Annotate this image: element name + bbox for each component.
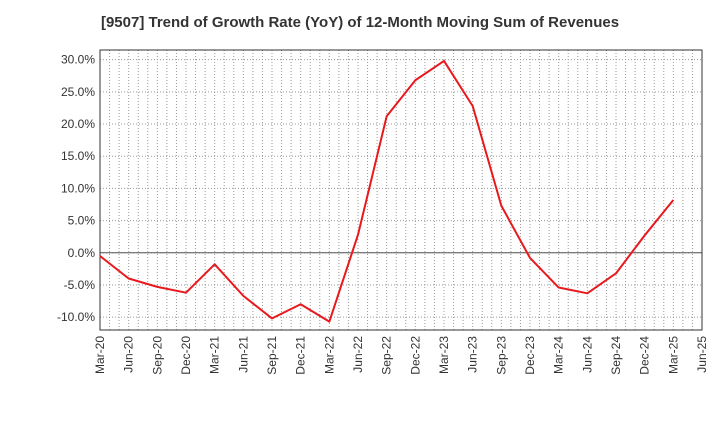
x-tick-label: Dec-20 [179,336,193,375]
x-tick-label: Sep-20 [150,336,164,375]
x-tick-label: Jun-23 [466,336,480,373]
x-tick-label: Jun-25 [695,336,709,373]
x-tick-label: Mar-23 [437,336,451,374]
y-tick-label: 25.0% [61,85,95,99]
x-tick-label: Mar-21 [208,336,222,374]
x-tick-label: Jun-24 [580,336,594,373]
y-tick-label: 0.0% [68,246,96,260]
x-tick-label: Sep-24 [609,336,623,375]
x-tick-label: Dec-22 [408,336,422,375]
x-tick-label: Sep-21 [265,336,279,375]
x-tick-label: Sep-23 [494,336,508,375]
y-tick-label: 30.0% [61,53,95,67]
y-tick-label: -5.0% [64,278,96,292]
plot-border [99,49,703,331]
y-tick-label: -10.0% [57,310,95,324]
x-tick-label: Jun-21 [236,336,250,373]
x-tick-label: Mar-24 [552,336,566,374]
x-tick-label: Mar-25 [666,336,680,374]
x-tick-label: Dec-21 [294,336,308,375]
x-tick-label: Sep-22 [380,336,394,375]
y-tick-label: 5.0% [68,214,96,228]
x-tick-label: Mar-20 [93,336,107,374]
x-tick-label: Jun-20 [122,336,136,373]
x-tick-label: Dec-23 [523,336,537,375]
y-tick-label: 20.0% [61,117,95,131]
x-tick-label: Mar-22 [322,336,336,374]
y-tick-label: 10.0% [61,181,95,195]
y-tick-label: 15.0% [61,149,95,163]
x-tick-label: Jun-22 [351,336,365,373]
x-tick-label: Dec-24 [638,336,652,375]
chart-title: [9507] Trend of Growth Rate (YoY) of 12-… [100,14,620,31]
